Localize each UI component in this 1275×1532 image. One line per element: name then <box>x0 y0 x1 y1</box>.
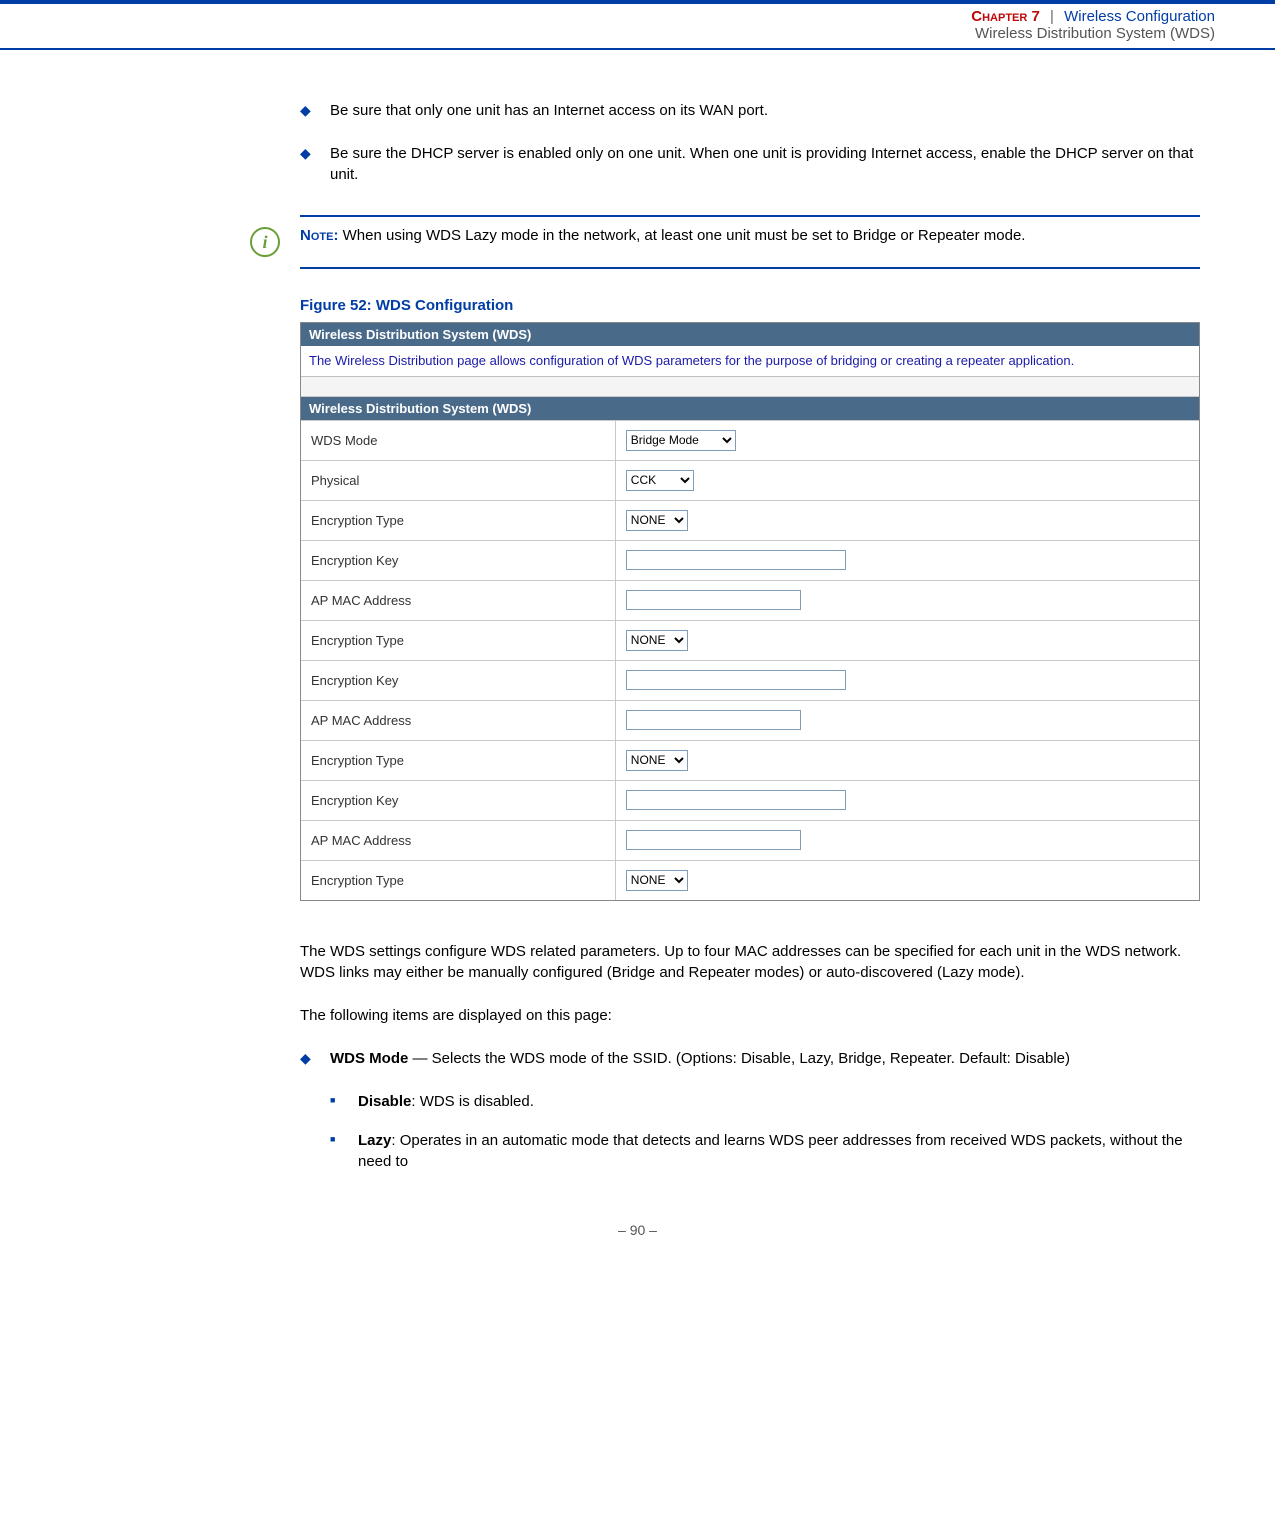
wds-row-control-cell <box>615 540 1199 580</box>
wds-row-label: AP MAC Address <box>301 820 615 860</box>
bullet-item: WDS Mode — Selects the WDS mode of the S… <box>300 1048 1200 1069</box>
note-rule-bottom <box>300 267 1200 269</box>
wds-row-label: Encryption Key <box>301 780 615 820</box>
chapter-subtitle: Wireless Distribution System (WDS) <box>0 25 1215 42</box>
body-paragraph: The WDS settings configure WDS related p… <box>300 941 1200 983</box>
note-block: i Note: When using WDS Lazy mode in the … <box>250 215 1200 269</box>
sub-bullet-text: : Operates in an automatic mode that det… <box>358 1132 1183 1170</box>
wds-input[interactable] <box>626 590 801 610</box>
wds-row: Encryption Type NONE <box>301 740 1199 780</box>
wds-row: AP MAC Address <box>301 820 1199 860</box>
wds-select[interactable]: CCK <box>626 470 694 491</box>
figure-caption: Figure 52: WDS Configuration <box>300 297 1200 314</box>
info-icon: i <box>250 227 280 257</box>
wds-input[interactable] <box>626 790 846 810</box>
chapter-separator: | <box>1050 8 1054 25</box>
note-rule-top <box>300 215 1200 217</box>
wds-row: Encryption Type NONE <box>301 620 1199 660</box>
wds-row-control-cell <box>615 660 1199 700</box>
wds-row: Encryption Key <box>301 780 1199 820</box>
wds-row-label: Encryption Type <box>301 860 615 900</box>
wds-select[interactable]: NONE <box>626 750 688 771</box>
wds-panel-header: Wireless Distribution System (WDS) <box>301 323 1199 346</box>
wds-row: Encryption Type NONE <box>301 500 1199 540</box>
wds-row-label: Encryption Type <box>301 620 615 660</box>
bullet-item: Be sure that only one unit has an Intern… <box>300 100 1200 121</box>
wds-row-label: Encryption Type <box>301 740 615 780</box>
sub-bullet-bold: Lazy <box>358 1132 391 1149</box>
bullet-text: Be sure the DHCP server is enabled only … <box>330 145 1193 183</box>
wds-row-control-cell <box>615 820 1199 860</box>
wds-row-control-cell: NONE <box>615 860 1199 900</box>
wds-settings-table: WDS Mode Bridge Mode Physical CCK Encryption… <box>301 420 1199 901</box>
wds-row: Encryption Key <box>301 540 1199 580</box>
sub-bullet-text: : WDS is disabled. <box>411 1093 534 1110</box>
page-header: Chapter 7 | Wireless Configuration Wirel… <box>0 0 1275 50</box>
wds-row: AP MAC Address <box>301 700 1199 740</box>
wds-row-control-cell <box>615 580 1199 620</box>
note-label: Note: <box>300 227 338 244</box>
wds-panel-header: Wireless Distribution System (WDS) <box>301 397 1199 420</box>
wds-row-control-cell <box>615 780 1199 820</box>
sub-bullet-item: Lazy: Operates in an automatic mode that… <box>330 1130 1200 1172</box>
wds-select[interactable]: Bridge Mode <box>626 430 736 451</box>
chapter-title: Wireless Configuration <box>1064 8 1215 25</box>
wds-input[interactable] <box>626 670 846 690</box>
bullet-item: Be sure the DHCP server is enabled only … <box>300 143 1200 185</box>
wds-panel-gap <box>301 377 1199 397</box>
sub-bullet-item: Disable: WDS is disabled. <box>330 1091 1200 1112</box>
wds-row-label: AP MAC Address <box>301 700 615 740</box>
note-text: Note: When using WDS Lazy mode in the ne… <box>300 225 1025 246</box>
wds-select[interactable]: NONE <box>626 870 688 891</box>
wds-row-label: Encryption Key <box>301 540 615 580</box>
wds-row: Encryption Key <box>301 660 1199 700</box>
wds-mode-text: — Selects the WDS mode of the SSID. (Opt… <box>408 1050 1070 1067</box>
wds-row-label: Encryption Type <box>301 500 615 540</box>
sub-bullet-bold: Disable <box>358 1093 411 1110</box>
wds-row: WDS Mode Bridge Mode <box>301 420 1199 460</box>
wds-row-label: Encryption Key <box>301 660 615 700</box>
wds-input[interactable] <box>626 550 846 570</box>
page-footer: – 90 – <box>0 1222 1275 1258</box>
wds-select[interactable]: NONE <box>626 630 688 651</box>
wds-select[interactable]: NONE <box>626 510 688 531</box>
wds-row-label: Physical <box>301 460 615 500</box>
chapter-number: Chapter 7 <box>971 8 1040 25</box>
wds-row-control-cell: NONE <box>615 500 1199 540</box>
wds-row: Physical CCK <box>301 460 1199 500</box>
note-body: When using WDS Lazy mode in the network,… <box>338 227 1025 244</box>
wds-input[interactable] <box>626 710 801 730</box>
wds-row: Encryption Type NONE <box>301 860 1199 900</box>
wds-row-label: WDS Mode <box>301 420 615 460</box>
body-paragraph: The following items are displayed on thi… <box>300 1005 1200 1026</box>
wds-row-control-cell: NONE <box>615 740 1199 780</box>
wds-mode-bold: WDS Mode <box>330 1050 408 1067</box>
wds-panel-description: The Wireless Distribution page allows co… <box>301 346 1199 377</box>
wds-row-control-cell: NONE <box>615 620 1199 660</box>
wds-row-label: AP MAC Address <box>301 580 615 620</box>
wds-row-control-cell <box>615 700 1199 740</box>
wds-row-control-cell: Bridge Mode <box>615 420 1199 460</box>
wds-row-control-cell: CCK <box>615 460 1199 500</box>
wds-config-panel: Wireless Distribution System (WDS) The W… <box>300 322 1200 901</box>
wds-row: AP MAC Address <box>301 580 1199 620</box>
bullet-text: Be sure that only one unit has an Intern… <box>330 102 768 119</box>
wds-input[interactable] <box>626 830 801 850</box>
